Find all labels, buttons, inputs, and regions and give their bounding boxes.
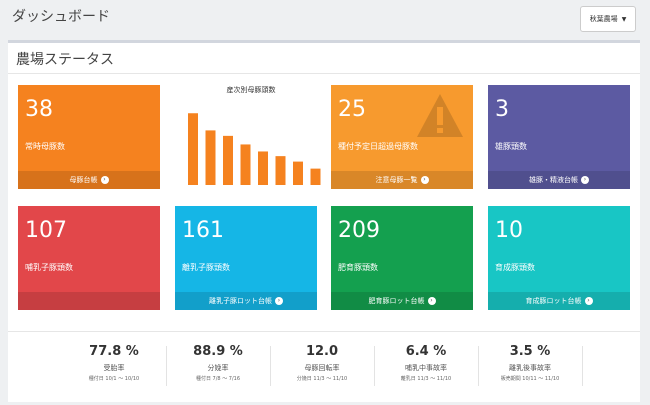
tile-label: 雄豚頭数 (495, 142, 527, 151)
chart-bar (293, 161, 303, 185)
kpi-value: 12.0 (305, 344, 339, 359)
tile-footer-label: 雄豚・精液台帳 (529, 176, 578, 184)
tile-overdue-sows[interactable]: 25 種付予定日超過母豚数 注意母豚一覧 › (331, 85, 473, 189)
kpi-name: 離乳後事故率 (509, 364, 551, 372)
kpi-name: 母豚回転率 (304, 364, 340, 372)
kpi-date-range: 種付日 7/8 ～ 7/16 (195, 376, 241, 382)
tile-value: 209 (338, 218, 380, 243)
chart-bar (188, 113, 198, 185)
tile-weaned-piglets[interactable]: 161 離乳子豚頭数 離乳子豚ロット台帳 › (175, 206, 317, 310)
tile-footer-label: 注意母豚一覧 (375, 176, 418, 184)
chart-bar (240, 144, 251, 185)
kpi-date-range: 種付日 10/1 ～ 10/10 (88, 376, 140, 382)
panel-title: 農場ステータス (16, 52, 114, 68)
tile-label: 常時母豚数 (25, 142, 65, 151)
tile-value: 161 (182, 218, 224, 243)
kpi-date-range: 分娩日 11/3 ～ 11/10 (296, 376, 348, 382)
chart-bar (205, 130, 216, 185)
kpi-preweaning-mortality: 6.4 % 哺乳中事故率 離乳日 11/3 ～ 11/10 (376, 344, 476, 382)
kpi-divider (374, 346, 375, 386)
tile-value: 3 (495, 97, 509, 122)
tile-fattening-pigs[interactable]: 209 肥育豚頭数 肥育豚ロット台帳 › (331, 206, 473, 310)
tile-value: 25 (338, 97, 366, 122)
kpi-conception-rate: 77.8 % 受胎率 種付日 10/1 ～ 10/10 (64, 344, 164, 382)
tile-rearing-pigs[interactable]: 10 育成豚頭数 育成豚ロット台帳 › (488, 206, 630, 310)
chart-bar (310, 168, 321, 185)
tile-value: 38 (25, 97, 53, 122)
tile-sow-count[interactable]: 38 常時母豚数 母豚台帳 › (18, 85, 160, 189)
tile-footer-label: 育成豚ロット台帳 (525, 297, 582, 305)
kpi-value: 6.4 % (405, 344, 447, 359)
kpi-divider (478, 346, 479, 386)
chart-title: 産次別母豚頭数 (226, 86, 276, 94)
kpi-name: 受胎率 (103, 364, 125, 372)
kpi-divider (166, 346, 167, 386)
kpi-farrowing-rate: 88.9 % 分娩率 種付日 7/8 ～ 7/16 (168, 344, 268, 382)
chevron-down-icon: ▼ (621, 15, 627, 23)
arrow-circle-icon: › (275, 297, 283, 305)
parity-chart: 産次別母豚頭数 (176, 85, 326, 189)
kpi-name: 哺乳中事故率 (405, 364, 447, 372)
tile-footer-label: 肥育豚ロット台帳 (368, 297, 425, 305)
kpi-postweaning-mortality: 3.5 % 離乳後事故率 販売期間 10/11 ～ 11/10 (480, 344, 580, 382)
chart-svg (188, 113, 321, 185)
kpi-sow-turnover: 12.0 母豚回転率 分娩日 11/3 ～ 11/10 (272, 344, 372, 382)
kpi-value: 3.5 % (509, 344, 551, 359)
tile-suckling-piglets[interactable]: 107 哺乳子豚頭数 (18, 206, 160, 310)
tile-label: 肥育豚頭数 (338, 263, 378, 272)
tile-boar-count[interactable]: 3 雄豚頭数 雄豚・精液台帳 › (488, 85, 630, 189)
tile-footer-link[interactable]: 注意母豚一覧 › (331, 171, 473, 189)
farm-select-value: 秋葉農場 (589, 15, 618, 23)
kpi-name: 分娩率 (207, 364, 229, 372)
farm-status-panel: 農場ステータス 38 常時母豚数 母豚台帳 › 産次別母豚頭数 25 種付予定日… (8, 40, 640, 402)
tile-footer-link[interactable]: 雄豚・精液台帳 › (488, 171, 630, 189)
kpi-value: 77.8 % (89, 344, 139, 359)
tile-value: 10 (495, 218, 523, 243)
arrow-circle-icon: › (420, 176, 429, 184)
tile-footer-link[interactable]: 肥育豚ロット台帳 › (331, 292, 473, 310)
tile-label: 種付予定日超過母豚数 (338, 142, 418, 151)
tile-label: 哺乳子豚頭数 (25, 263, 73, 272)
tile-footer-label: 離乳子豚ロット台帳 (209, 297, 272, 305)
arrow-circle-icon: › (584, 297, 593, 305)
tile-label: 離乳子豚頭数 (182, 263, 230, 272)
arrow-circle-icon: › (581, 176, 589, 184)
farm-select[interactable]: 秋葉農場 ▼ (580, 6, 636, 32)
kpi-value: 88.9 % (193, 344, 243, 359)
chart-bar (258, 151, 268, 185)
arrow-circle-icon: › (427, 297, 436, 305)
kpi-divider (270, 346, 271, 386)
page-title: ダッシュボード (12, 9, 110, 25)
panel-divider (8, 73, 640, 74)
warning-icon (417, 94, 463, 137)
kpi-date-range: 離乳日 11/3 ～ 11/10 (400, 376, 452, 382)
tile-footer-link[interactable]: 育成豚ロット台帳 › (488, 292, 630, 310)
kpi-divider (582, 346, 583, 386)
tile-footer-label: 母豚台帳 (69, 176, 98, 184)
chart-bar (223, 135, 233, 185)
kpi-date-range: 販売期間 10/11 ～ 11/10 (500, 376, 560, 382)
tile-footer-link[interactable]: 離乳子豚ロット台帳 › (175, 292, 317, 310)
arrow-circle-icon: › (100, 176, 109, 184)
tile-footer-link[interactable]: 母豚台帳 › (18, 171, 160, 189)
tile-label: 育成豚頭数 (495, 263, 535, 272)
tile-footer (18, 292, 160, 310)
tile-value: 107 (25, 218, 67, 243)
kpi-row: 77.8 % 受胎率 種付日 10/1 ～ 10/10 88.9 % 分娩率 種… (8, 331, 640, 405)
chart-bar (275, 156, 286, 185)
